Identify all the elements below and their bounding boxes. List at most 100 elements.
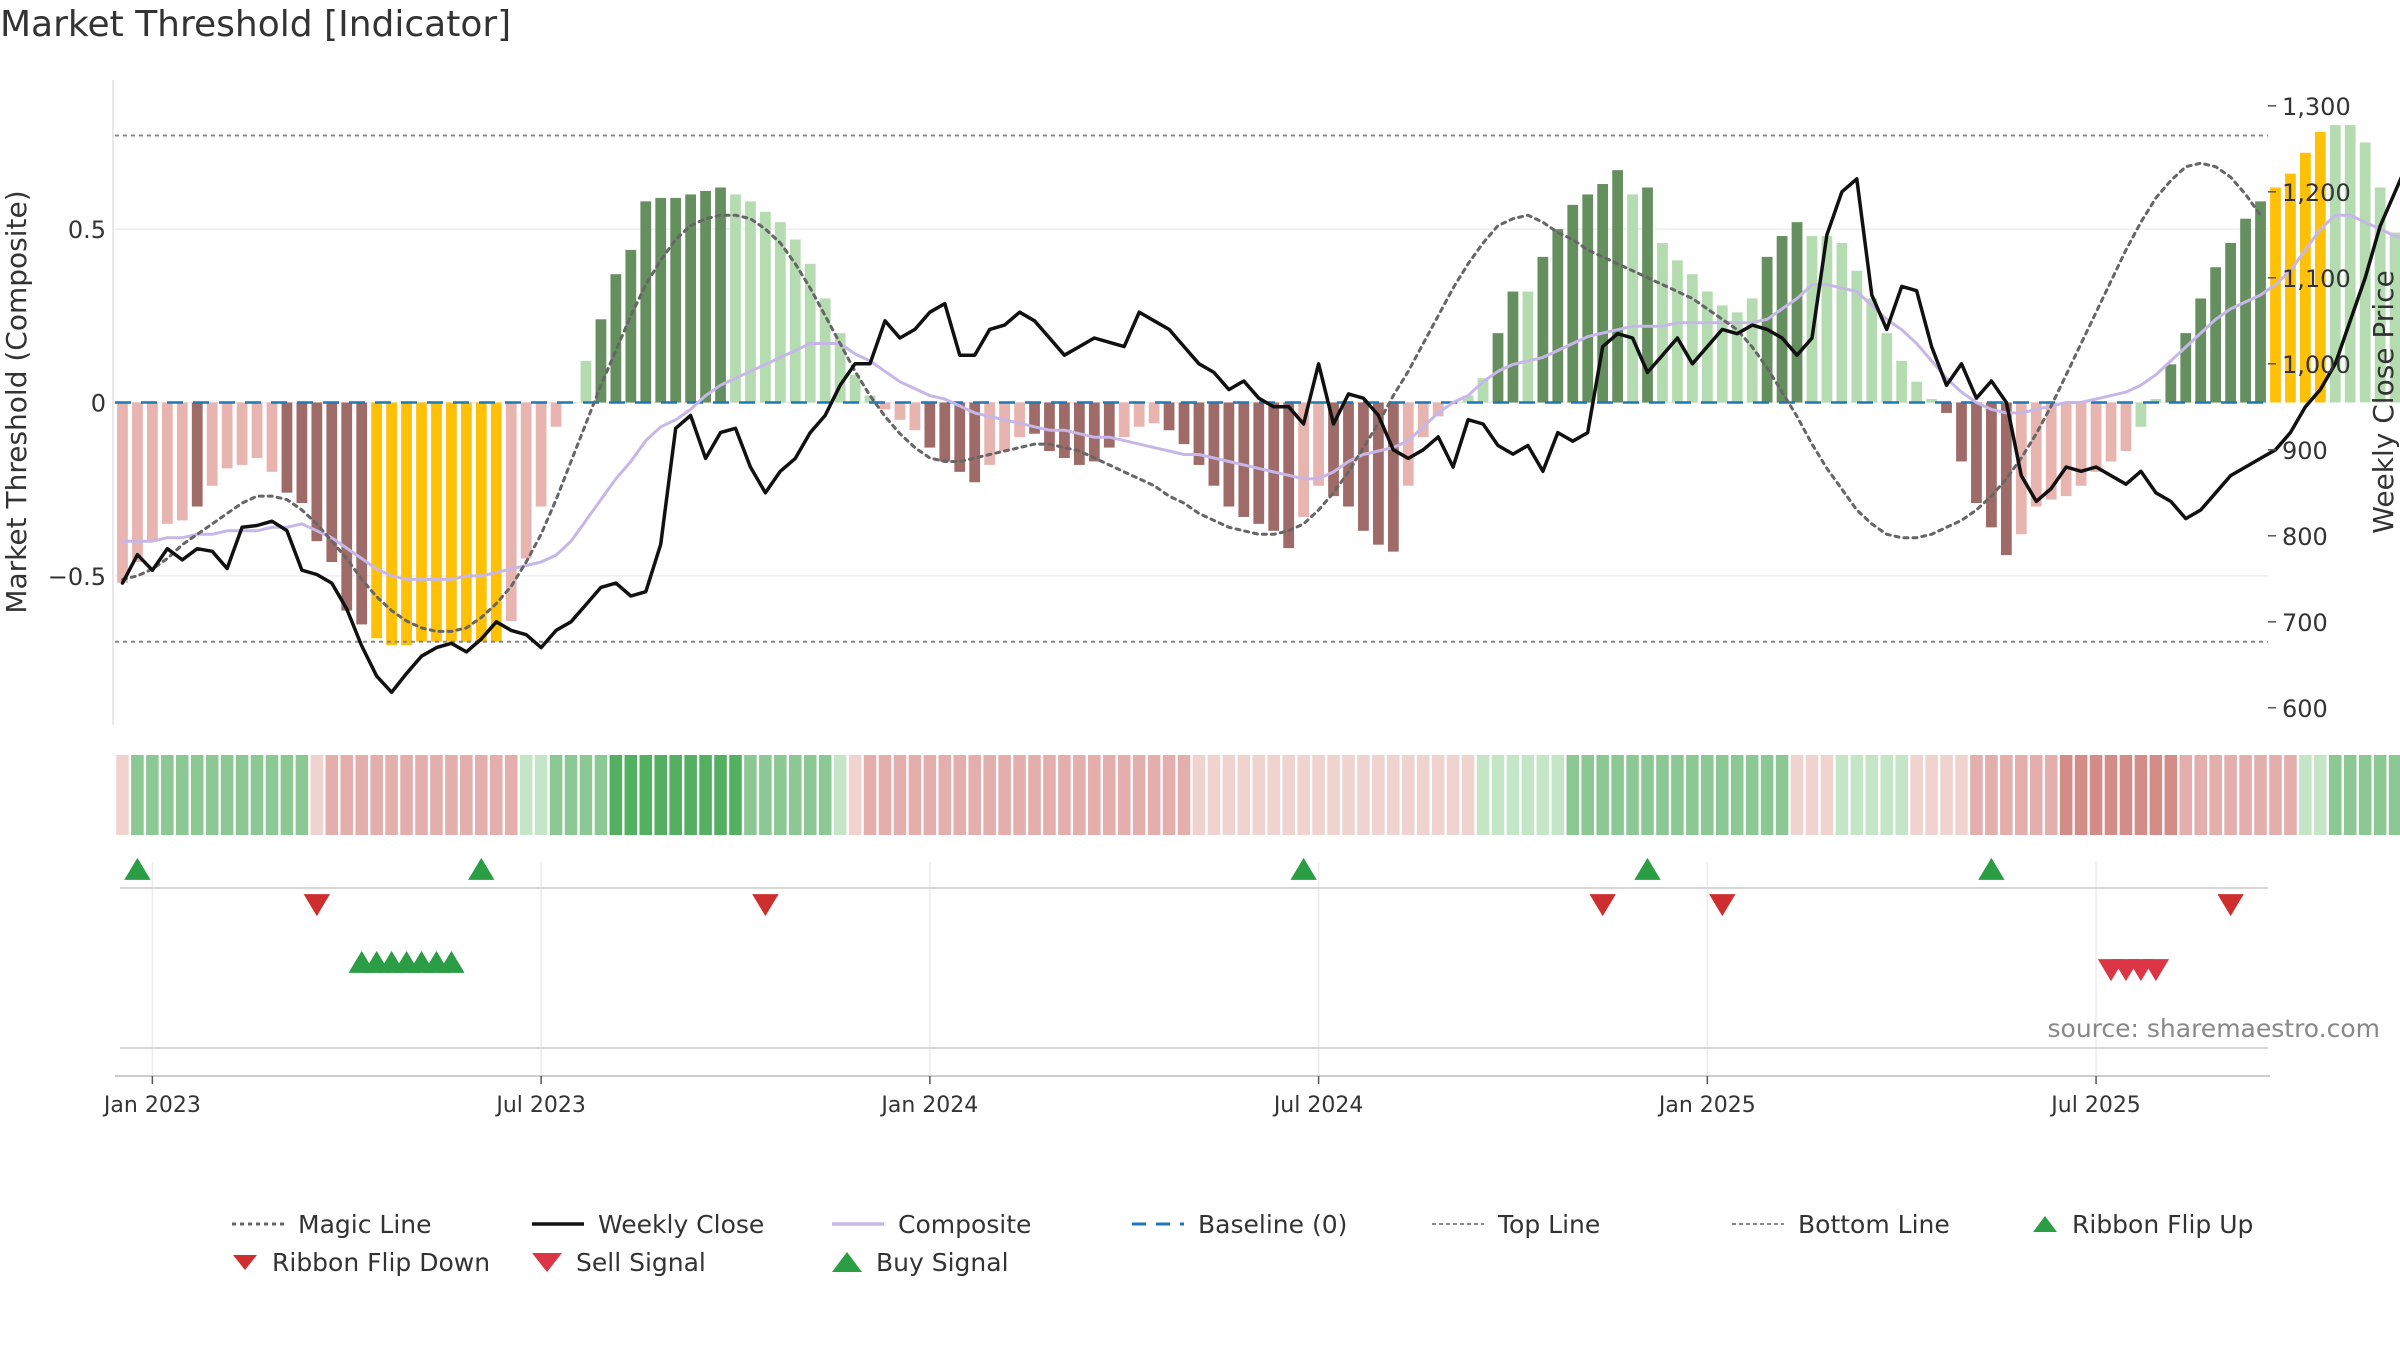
ribbon-cell: [2074, 755, 2088, 835]
x-tick-label: Jan 2024: [879, 1093, 978, 1118]
ribbon-cell: [2015, 755, 2028, 835]
ribbon: [116, 755, 2400, 835]
ribbon-cell: [639, 755, 653, 835]
legend-item-ribbon-flip-up: Ribbon Flip Up: [2030, 1210, 2330, 1239]
ribbon-cell: [579, 755, 593, 835]
ribbon-cell: [1446, 755, 1460, 835]
legend-item-top-line: Top Line: [1430, 1210, 1730, 1239]
y2-tick-label: 1,300: [2282, 93, 2351, 121]
ribbon-cell: [519, 755, 533, 835]
ribbon-cell: [1745, 755, 1759, 835]
ribbon-cell: [355, 755, 368, 835]
ribbon-cell: [2104, 755, 2118, 835]
composite-bar: [2045, 402, 2057, 500]
ribbon-cell: [2239, 755, 2252, 835]
legend-label: Ribbon Flip Down: [272, 1247, 491, 1277]
ribbon-cell: [1536, 755, 1550, 835]
composite-bar: [2195, 298, 2207, 403]
ribbon-cell: [1880, 755, 1894, 835]
composite-bar: [431, 402, 442, 642]
ribbon-cell: [848, 755, 862, 835]
ribbon-cell: [729, 755, 742, 835]
ribbon-cell: [1925, 755, 1938, 835]
composite-bar: [475, 402, 487, 642]
ribbon-cell: [803, 755, 817, 835]
ribbon-cell: [1775, 755, 1789, 835]
composite-bar: [296, 402, 308, 504]
ribbon-cell: [1222, 755, 1236, 835]
composite-bar: [446, 402, 457, 642]
ribbon-cell: [1581, 755, 1594, 835]
ribbon-cell: [2179, 755, 2193, 835]
composite-bar: [1746, 298, 1758, 403]
composite-bar: [1358, 402, 1369, 531]
ribbon-cell: [684, 755, 697, 835]
ribbon-cell: [1790, 755, 1804, 835]
composite-bar: [864, 395, 876, 403]
composite-bar: [281, 402, 293, 493]
ribbon-flip-up-marker: [1634, 857, 1661, 880]
composite-bar: [1044, 402, 1055, 452]
ribbon-cell: [280, 755, 294, 835]
composite-bar: [1836, 242, 1848, 403]
ribbon-cell: [1671, 755, 1684, 835]
ribbon-cell: [265, 755, 279, 835]
composite-bar: [2329, 125, 2341, 403]
ribbon-cell: [774, 755, 787, 835]
composite-bar: [640, 201, 652, 403]
ribbon-cell: [1028, 755, 1041, 835]
composite-bar: [1716, 305, 1728, 403]
ribbon-cell: [1342, 755, 1355, 835]
composite-bar: [416, 402, 427, 642]
composite-bar: [2060, 402, 2072, 497]
composite-bar: [954, 402, 966, 472]
ribbon-cell: [1297, 755, 1310, 835]
composite-bar: [266, 402, 278, 472]
x-tick-label: Jul 2024: [1272, 1093, 1364, 1118]
composite-bar: [1537, 256, 1549, 403]
ribbon-cell: [1850, 755, 1864, 835]
ribbon-cell: [415, 755, 428, 835]
ribbon-cell: [534, 755, 548, 835]
ribbon-cell: [908, 755, 922, 835]
ribbon-cell: [325, 755, 339, 835]
legend-item-sell-signal: Sell Signal: [530, 1248, 830, 1277]
ribbon-cell: [953, 755, 967, 835]
composite-bar: [894, 402, 906, 420]
buy-signal-marker: [438, 950, 465, 973]
composite-bar: [1657, 242, 1668, 403]
composite-bar: [1507, 291, 1519, 403]
ribbon-cell: [818, 755, 832, 835]
composite-bar: [730, 194, 741, 403]
composite-bar: [2270, 187, 2281, 403]
source-note: source: sharemaestro.com: [2047, 1014, 2381, 1043]
composite-bar: [1776, 236, 1788, 403]
composite-bar: [1926, 399, 1937, 403]
ribbon-cell: [1102, 755, 1116, 835]
ribbon-cell: [205, 755, 219, 835]
ribbon-cell: [2388, 755, 2400, 835]
ribbon-cell: [1312, 755, 1325, 835]
ribbon-cell: [2373, 755, 2387, 835]
ribbon-cell: [1865, 755, 1879, 835]
composite-bar: [1193, 402, 1205, 465]
composite-bar: [1896, 360, 1908, 403]
ribbon-flip-down-marker: [752, 894, 779, 917]
composite-bar: [1432, 402, 1444, 417]
composite-bar: [610, 274, 622, 403]
legend-row: Ribbon Flip Down Sell Signal Buy Signal: [230, 1243, 2370, 1281]
ribbon-cell: [1955, 755, 1968, 835]
ribbon-cell: [2134, 755, 2148, 835]
composite-bar: [2120, 402, 2132, 452]
composite-bar: [1328, 402, 1339, 497]
axes: 0.5 0 −0.5 1,300 1,200 1,100 1,000 900 800 700 600…: [0, 80, 2400, 1118]
ribbon-cell: [370, 755, 383, 835]
composite-bar: [146, 402, 158, 542]
composite-bar: [909, 402, 921, 431]
y2-tick-label: 600: [2282, 695, 2328, 723]
composite-bar: [117, 402, 128, 583]
composite-bars: [117, 125, 2400, 646]
composite-bar: [1971, 402, 1982, 504]
ribbon-cell: [2164, 755, 2178, 835]
y2-tick-label: 900: [2282, 437, 2328, 465]
